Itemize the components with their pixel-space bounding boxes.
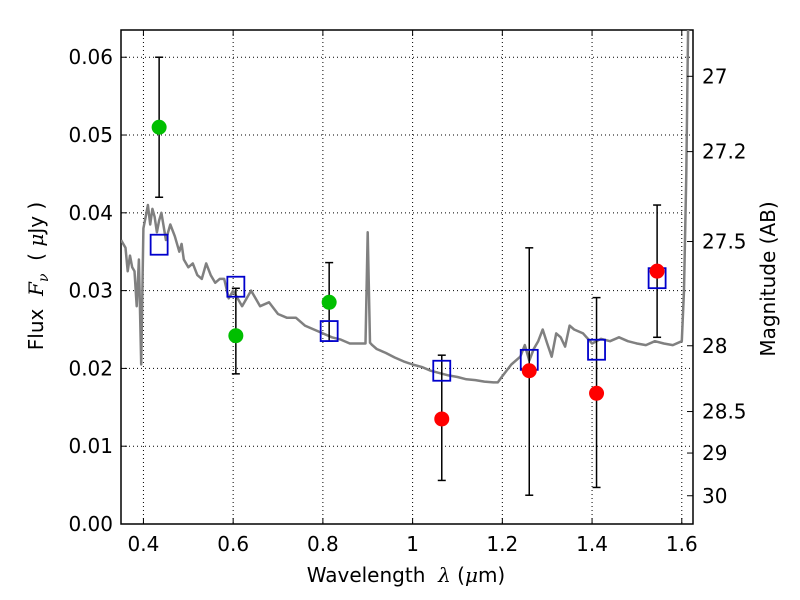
spectrum-line bbox=[121, 30, 690, 384]
x-tick-label: 1.4 bbox=[576, 532, 608, 556]
y-tick-label: 0.02 bbox=[68, 356, 113, 380]
x-tick-label: 0.6 bbox=[217, 532, 249, 556]
model-band-square bbox=[149, 233, 169, 256]
flux-point bbox=[649, 263, 665, 279]
y2-tick-label: 27 bbox=[702, 64, 727, 88]
model-band-square bbox=[587, 338, 606, 361]
y-tick-label: 0.04 bbox=[68, 201, 113, 225]
x-axis-label: Wavelength λ (μm) bbox=[307, 563, 506, 587]
x-tick-label: 0.8 bbox=[307, 532, 339, 556]
model-band-square bbox=[432, 359, 452, 382]
y-tick-label: 0.06 bbox=[68, 45, 113, 69]
grid bbox=[121, 30, 693, 525]
plot-frame bbox=[120, 29, 694, 525]
y-tick-label: 0.05 bbox=[68, 123, 113, 147]
flux-point bbox=[589, 385, 605, 401]
y-tick-label: 0.00 bbox=[68, 512, 113, 536]
secondary-y-axis-label: Magnitude (AB) bbox=[756, 201, 780, 356]
y-tick-label: 0.01 bbox=[68, 434, 113, 458]
x-tick-label: 1.2 bbox=[486, 532, 518, 556]
y-tick-label: 0.03 bbox=[68, 279, 113, 303]
flux-point bbox=[521, 363, 537, 379]
x-tick-label: 0.4 bbox=[128, 532, 160, 556]
flux-point bbox=[434, 411, 450, 427]
data-layer bbox=[121, 30, 690, 496]
y2-tick-label: 29 bbox=[702, 441, 727, 465]
y2-tick-label: 27.5 bbox=[702, 230, 747, 254]
y2-tick-label: 28.5 bbox=[702, 400, 747, 424]
flux-point bbox=[151, 119, 167, 135]
y2-tick-label: 27.2 bbox=[702, 140, 747, 164]
flux-point bbox=[228, 328, 244, 344]
y-axis-label: Flux Fν ( μJy ) bbox=[24, 202, 52, 350]
flux-point bbox=[321, 294, 337, 310]
x-tick-label: 1 bbox=[406, 532, 419, 556]
y2-tick-label: 28 bbox=[702, 334, 727, 358]
tick-layer: 0.4 0.6 0.8 1 1.2 1.4 1.6 0.00 0.01 0.02 0.03 0.04 0… bbox=[68, 30, 747, 556]
y2-tick-label: 30 bbox=[702, 484, 727, 508]
x-tick-label: 1.6 bbox=[666, 532, 698, 556]
model-band-square bbox=[226, 275, 246, 298]
model-band-square bbox=[319, 320, 339, 342]
